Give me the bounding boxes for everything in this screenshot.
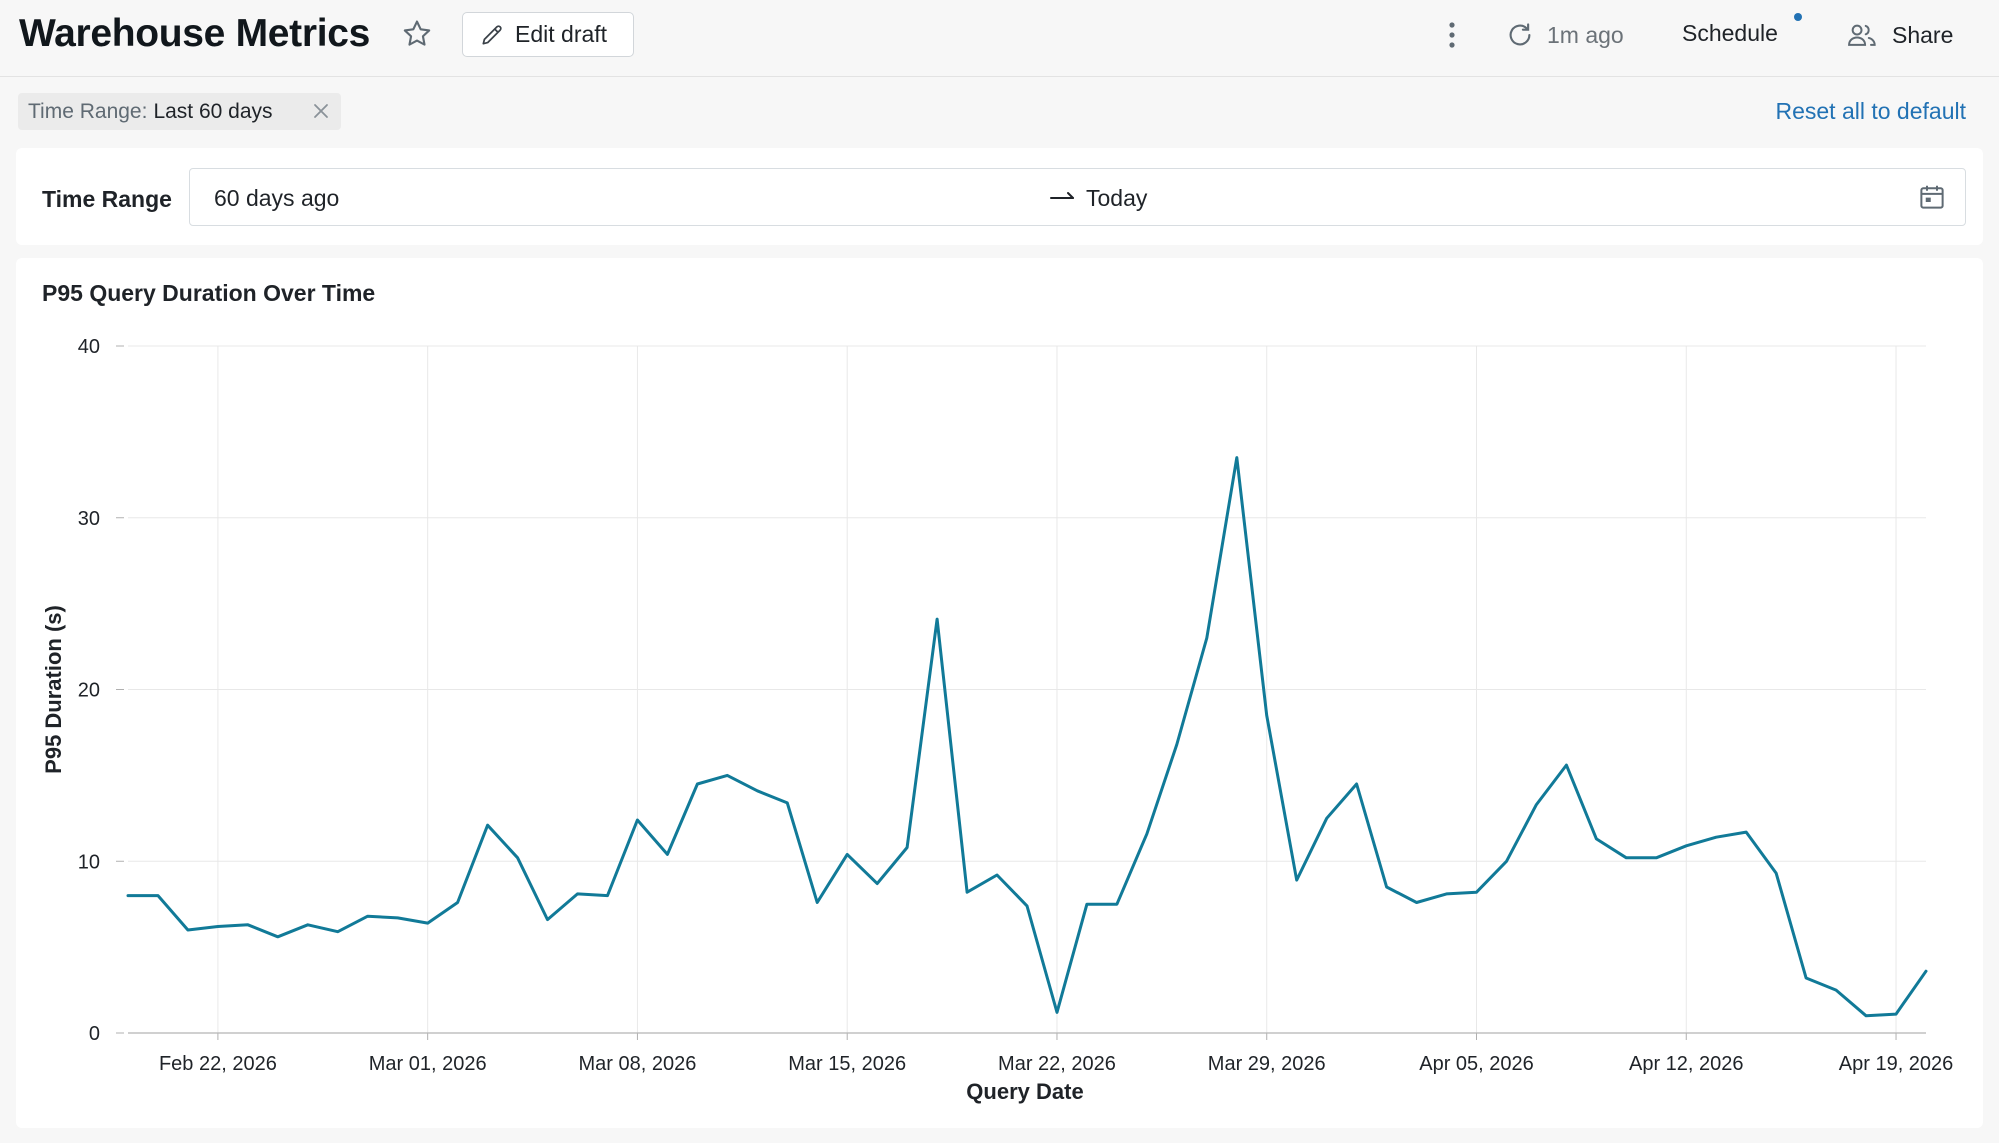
refresh-icon — [1505, 20, 1535, 50]
favorite-star-icon[interactable] — [400, 17, 434, 51]
date-range-picker[interactable]: 60 days ago Today — [189, 168, 1966, 226]
time-range-filter-chip[interactable]: Time Range: Last 60 days — [18, 93, 341, 130]
close-icon[interactable] — [311, 101, 331, 121]
arrow-right-icon — [1048, 186, 1078, 210]
reset-all-link[interactable]: Reset all to default — [1775, 98, 1966, 124]
users-icon — [1846, 20, 1878, 50]
edit-draft-button[interactable]: Edit draft — [462, 12, 634, 57]
calendar-icon[interactable] — [1917, 182, 1947, 212]
range-end-value[interactable]: Today — [1086, 185, 1148, 211]
dashboard-header: Warehouse Metrics Edit draft 1m ago — [0, 0, 1999, 77]
schedule-button[interactable]: Schedule — [1682, 20, 1778, 46]
refresh-button[interactable]: 1m ago — [1505, 16, 1624, 54]
last-refreshed-text: 1m ago — [1547, 21, 1624, 48]
chart-widget — [16, 258, 1983, 1128]
share-button[interactable]: Share — [1846, 16, 1953, 54]
schedule-notification-dot — [1794, 13, 1802, 21]
chart-title: P95 Query Duration Over Time — [42, 280, 376, 306]
edit-draft-label: Edit draft — [515, 21, 608, 47]
time-range-label: Time Range — [42, 186, 172, 212]
share-label: Share — [1892, 21, 1954, 48]
more-options-icon[interactable] — [1440, 17, 1464, 53]
pencil-icon — [479, 22, 505, 48]
range-start-value[interactable]: 60 days ago — [214, 185, 340, 211]
filter-chip-value: Last 60 days — [153, 99, 273, 123]
page-title: Warehouse Metrics — [19, 12, 371, 55]
filter-chip-key: Time Range: — [28, 99, 148, 123]
